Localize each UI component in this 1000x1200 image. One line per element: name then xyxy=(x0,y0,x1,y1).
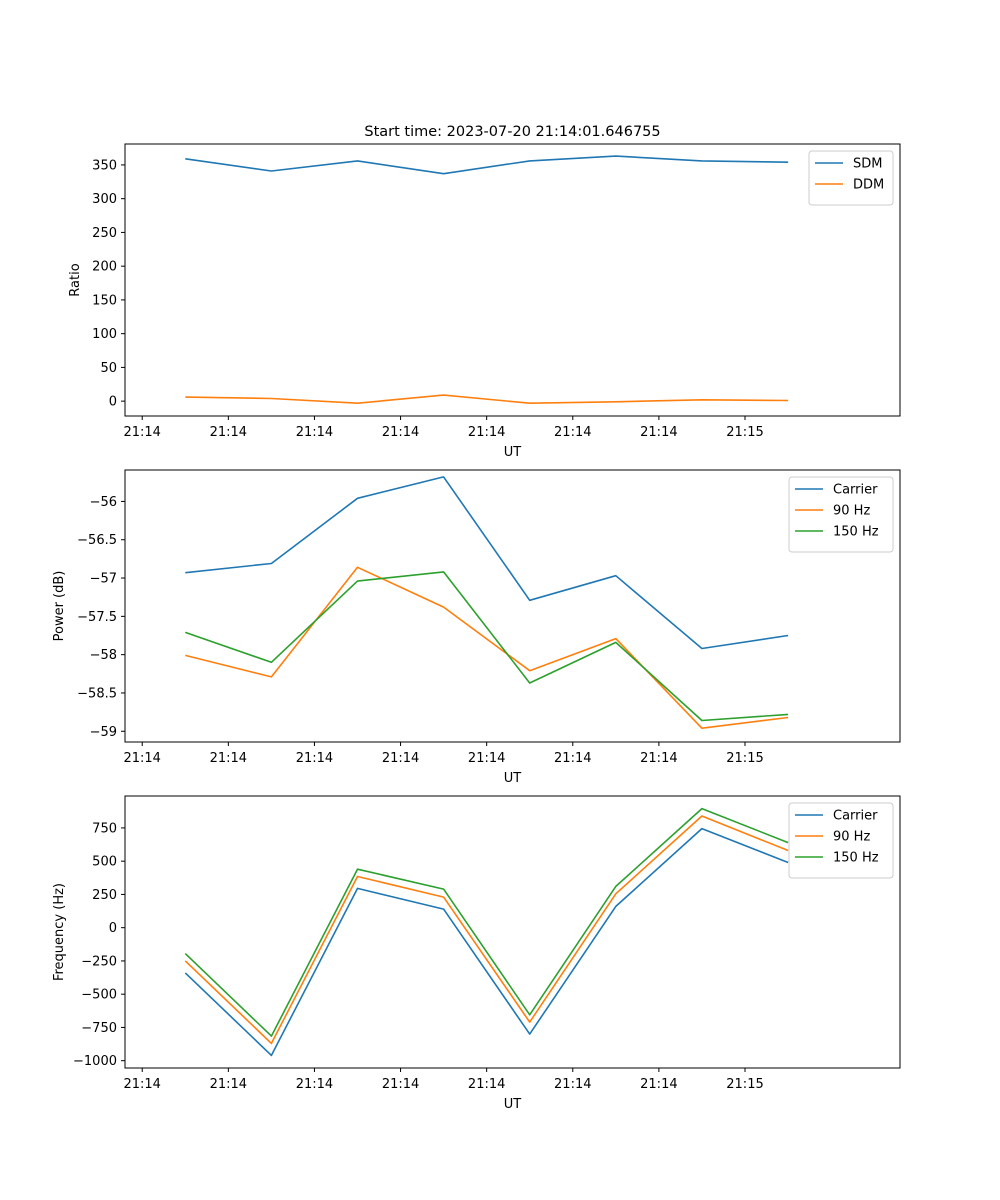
x-tick-label: 21:15 xyxy=(726,751,763,766)
y-tick-label: −59 xyxy=(90,725,117,740)
panel-1: 21:14 21:14 21:14 21:14 21:14 21:14 21:14 21:15… xyxy=(68,143,901,460)
x-tick-label: 21:14 xyxy=(468,425,505,440)
y-tick-label: −57.5 xyxy=(77,610,117,625)
legend-frame xyxy=(788,476,894,553)
y-tick-label: −1000 xyxy=(73,1054,117,1069)
x-tick-label: 21:14 xyxy=(296,751,333,766)
series-line-carrier xyxy=(184,827,789,1057)
y-tick-label: −500 xyxy=(81,988,117,1003)
x-tick-label: 21:14 xyxy=(554,425,591,440)
y-tick-label: −56.5 xyxy=(77,533,117,548)
y-tick-label: 500 xyxy=(92,855,117,870)
figure-title: Start time: 2023-07-20 21:14:01.646755 xyxy=(364,124,660,140)
y-tick-label: 350 xyxy=(92,158,117,173)
legend-label: Carrier xyxy=(833,809,878,824)
y-tick-label: −57 xyxy=(90,572,117,587)
x-tick-label: 21:14 xyxy=(640,1077,677,1092)
y-tick-label: 150 xyxy=(92,293,117,308)
legend: Carrier 90 Hz 150 Hz xyxy=(788,802,894,879)
x-tick-label: 21:14 xyxy=(296,425,333,440)
y-tick-label: −56 xyxy=(90,495,117,510)
x-tick-label: 21:14 xyxy=(382,1077,419,1092)
series-line-90-hz xyxy=(185,566,789,730)
legend-label: SDM xyxy=(853,157,882,172)
chart-panels: 21:14 21:14 21:14 21:14 21:14 21:14 21:14 21:15… xyxy=(52,143,901,1112)
y-tick-label: 0 xyxy=(109,395,117,410)
x-tick-label: 21:14 xyxy=(468,751,505,766)
y-axis-label: Power (dB) xyxy=(52,571,67,642)
y-tick-label: 0 xyxy=(109,921,117,936)
x-tick-label: 21:14 xyxy=(640,751,677,766)
legend-frame xyxy=(788,802,894,879)
series-line-150-hz xyxy=(185,571,789,722)
x-tick-label: 21:14 xyxy=(382,751,419,766)
plot-area xyxy=(124,143,901,417)
x-tick-label: 21:14 xyxy=(123,1077,160,1092)
y-tick-label: −750 xyxy=(81,1021,117,1036)
series-line-90-hz xyxy=(184,815,789,1045)
y-tick-label: 250 xyxy=(92,226,117,241)
y-tick-label: 200 xyxy=(92,260,117,275)
y-tick-label: 750 xyxy=(92,821,117,836)
y-tick-label: −58 xyxy=(90,648,117,663)
x-axis-label: UT xyxy=(504,445,522,460)
legend-label: 90 Hz xyxy=(833,504,870,519)
x-tick-label: 21:14 xyxy=(554,751,591,766)
legend-label: 90 Hz xyxy=(833,830,870,845)
legend-label: DDM xyxy=(853,178,884,193)
y-tick-label: −58.5 xyxy=(77,686,117,701)
legend-frame xyxy=(808,150,894,206)
x-tick-label: 21:14 xyxy=(123,425,160,440)
x-tick-label: 21:15 xyxy=(726,425,763,440)
x-tick-label: 21:14 xyxy=(210,751,247,766)
legend-label: Carrier xyxy=(833,483,878,498)
x-tick-label: 21:14 xyxy=(210,1077,247,1092)
legend: SDM DDM xyxy=(808,150,894,206)
x-tick-label: 21:14 xyxy=(382,425,419,440)
series-line-sdm xyxy=(185,155,789,175)
x-tick-label: 21:14 xyxy=(123,751,160,766)
y-tick-label: 100 xyxy=(92,327,117,342)
plot-area xyxy=(124,795,901,1069)
x-tick-label: 21:14 xyxy=(468,1077,505,1092)
y-tick-label: 250 xyxy=(92,888,117,903)
y-tick-label: 300 xyxy=(92,192,117,207)
panel-2: 21:14 21:14 21:14 21:14 21:14 21:14 21:14 21:15… xyxy=(52,469,901,786)
y-axis-label: Ratio xyxy=(68,263,83,296)
x-tick-label: 21:14 xyxy=(640,425,677,440)
legend-label: 150 Hz xyxy=(833,525,879,540)
legend-label: 150 Hz xyxy=(833,851,879,866)
legend: Carrier 90 Hz 150 Hz xyxy=(788,476,894,553)
y-tick-label: −250 xyxy=(81,954,117,969)
series-line-ddm xyxy=(185,394,789,405)
plot-area xyxy=(124,469,901,743)
x-tick-label: 21:14 xyxy=(554,1077,591,1092)
series-line-carrier xyxy=(185,476,789,650)
y-axis-label: Frequency (Hz) xyxy=(52,883,67,981)
x-axis-label: UT xyxy=(504,771,522,786)
x-tick-label: 21:14 xyxy=(210,425,247,440)
y-tick-label: 50 xyxy=(100,361,117,376)
panel-3: 21:14 21:14 21:14 21:14 21:14 21:14 21:14 21:15… xyxy=(52,795,901,1112)
x-axis-label: UT xyxy=(504,1097,522,1112)
series-line-150-hz xyxy=(184,807,789,1037)
x-tick-label: 21:14 xyxy=(296,1077,333,1092)
x-tick-label: 21:15 xyxy=(726,1077,763,1092)
